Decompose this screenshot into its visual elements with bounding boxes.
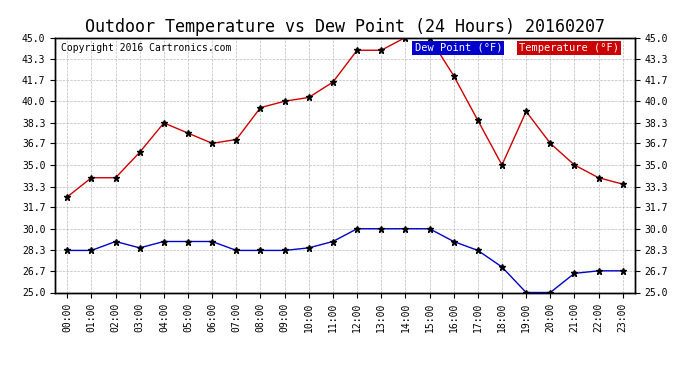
Text: Copyright 2016 Cartronics.com: Copyright 2016 Cartronics.com [61, 43, 231, 52]
Text: Temperature (°F): Temperature (°F) [519, 43, 619, 52]
Text: Dew Point (°F): Dew Point (°F) [415, 43, 502, 52]
Title: Outdoor Temperature vs Dew Point (24 Hours) 20160207: Outdoor Temperature vs Dew Point (24 Hou… [85, 18, 605, 36]
